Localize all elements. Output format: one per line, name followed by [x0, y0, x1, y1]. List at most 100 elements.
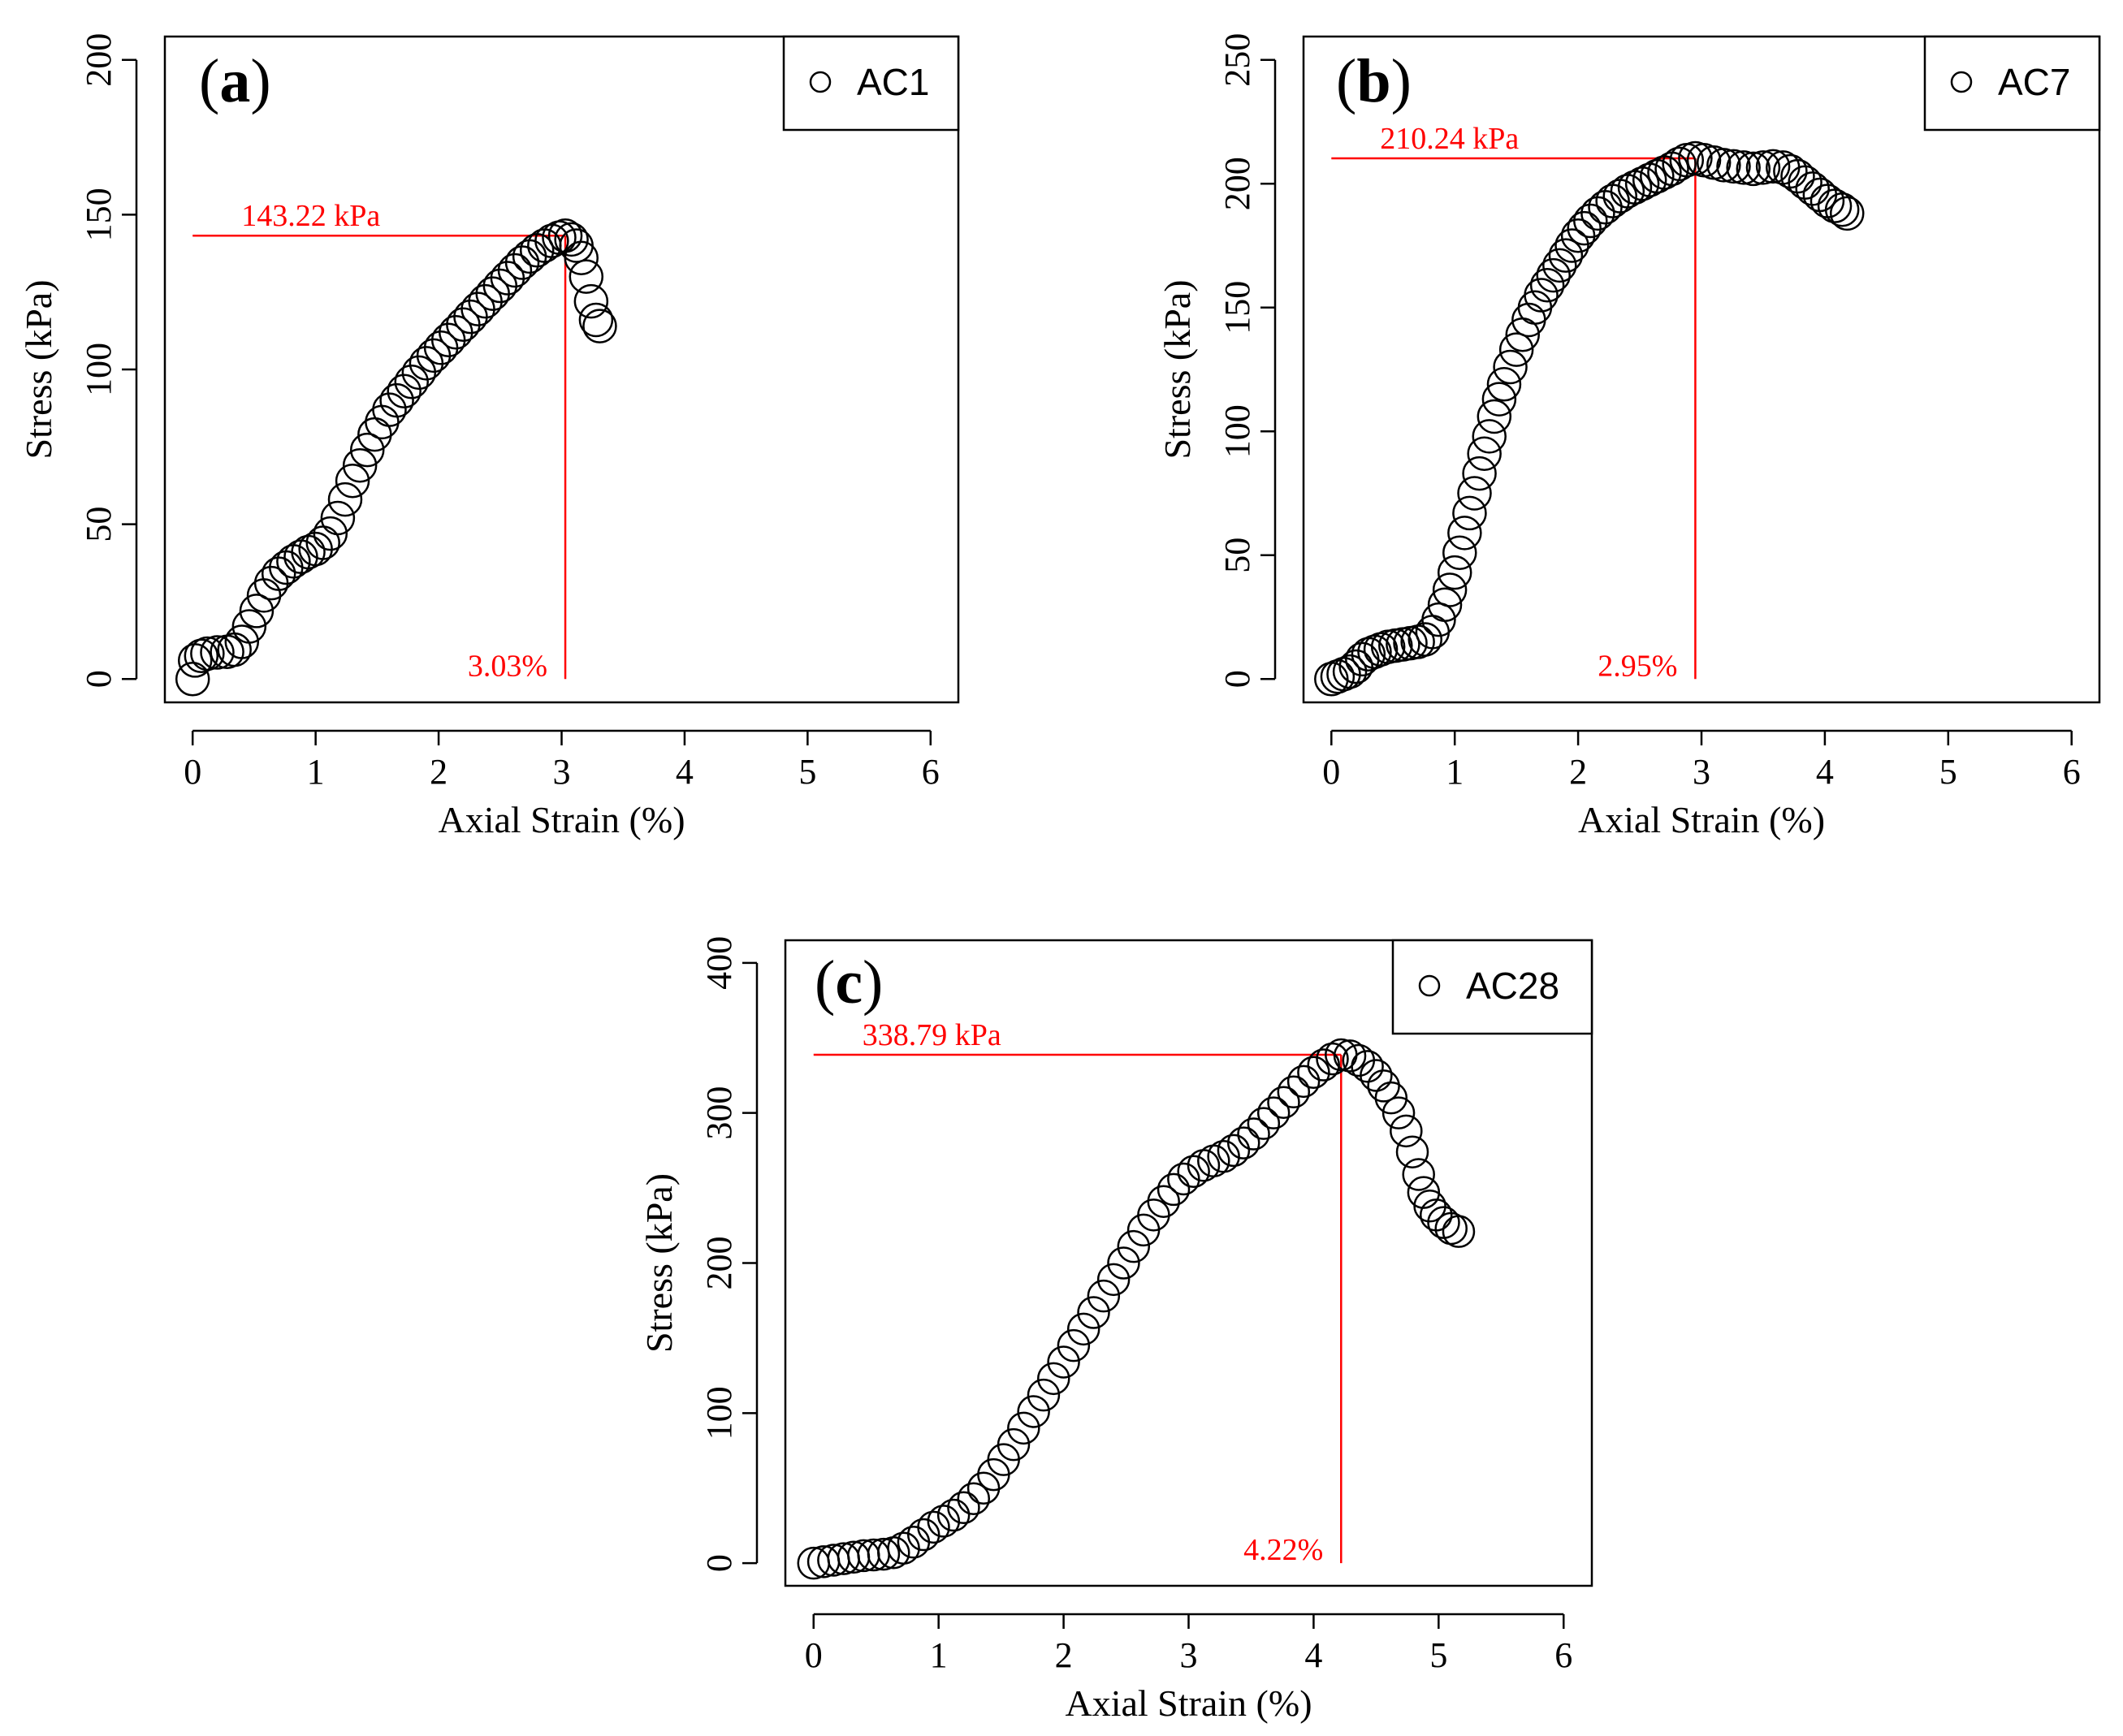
data-point [1817, 188, 1853, 223]
data-point [1395, 1135, 1429, 1168]
y-tick-label: 100 [1217, 404, 1257, 458]
data-point [1432, 572, 1468, 607]
data-point [305, 525, 340, 560]
data-point [573, 283, 609, 319]
legend-marker-icon [1950, 71, 1973, 93]
data-point [1226, 1126, 1260, 1159]
data-series-AC7 [1314, 140, 1865, 697]
legend-marker-icon [809, 71, 832, 93]
data-point [1332, 654, 1368, 689]
y-tick-label: 200 [1217, 157, 1257, 210]
data-point [394, 365, 429, 399]
data-point [365, 404, 400, 440]
data-point [512, 239, 547, 274]
data-series-AC28 [797, 1038, 1476, 1580]
data-point [1381, 1096, 1416, 1129]
data-point [190, 636, 225, 672]
data-point [1580, 196, 1615, 231]
x-tick-label: 5 [1939, 752, 1957, 792]
legend-marker-icon [1418, 974, 1441, 997]
data-point [231, 609, 267, 644]
plot-frame [1302, 35, 2101, 704]
data-point [1217, 1134, 1251, 1168]
y-tick-label: 150 [1217, 281, 1257, 335]
data-point [349, 432, 385, 468]
data-point [569, 259, 604, 294]
data-point [1726, 150, 1761, 185]
data-point [1402, 1158, 1435, 1191]
data-point [1256, 1096, 1291, 1129]
data-point [1357, 634, 1392, 669]
peak-strain-annotation: 3.03% [468, 649, 547, 683]
chart-panel-b: 0 1 2 3 4 5 6 0 50 100 150 200 250 Axial Strain (%) St… [1157, 33, 2101, 840]
y-axis-label: Stress (kPa) [18, 279, 59, 459]
data-point [927, 1505, 961, 1538]
data-point [1467, 436, 1502, 471]
x-tick-label: 0 [1322, 752, 1340, 792]
data-point [1802, 177, 1838, 213]
data-point [175, 662, 210, 697]
data-point [1442, 535, 1477, 570]
x-tick-label: 2 [1569, 752, 1587, 792]
data-point [578, 302, 614, 338]
data-point [327, 482, 363, 517]
data-point [582, 309, 617, 343]
x-tick-label: 6 [1554, 1635, 1572, 1675]
data-point [313, 516, 348, 551]
x-tick-label: 2 [430, 752, 448, 792]
y-tick-label: 50 [1217, 538, 1257, 573]
x-tick-label: 6 [2063, 752, 2081, 792]
data-point [1297, 1056, 1330, 1090]
data-point [1457, 476, 1492, 511]
x-tick-label: 1 [307, 752, 325, 792]
x-tick-label: 2 [1055, 1635, 1073, 1675]
panel-label: (b) [1336, 47, 1412, 115]
data-point [372, 392, 407, 427]
data-point [1427, 587, 1463, 623]
chart-panel-a: 0 1 2 3 4 5 6 0 50 100 150 200 Axial Strain (%) Stres… [18, 33, 960, 840]
data-point [887, 1531, 920, 1565]
y-tick-label: 250 [1217, 33, 1257, 87]
data-point [1351, 1050, 1384, 1083]
data-point [239, 594, 275, 628]
data-point [1390, 1114, 1423, 1148]
data-point [1157, 1172, 1191, 1207]
data-point [1493, 349, 1528, 385]
data-point [1573, 203, 1608, 239]
x-tick-label: 3 [1693, 752, 1710, 792]
y-tick-label: 300 [699, 1086, 739, 1140]
data-point [1167, 1162, 1200, 1196]
data-point [1442, 1215, 1476, 1248]
data-point [1413, 1190, 1446, 1223]
data-point [1360, 1059, 1393, 1092]
data-point [342, 447, 378, 483]
data-point [1477, 399, 1512, 434]
chart-panel-c: 0 1 2 3 4 5 6 0 100 200 300 400 Axial Strain (%) Stre… [638, 936, 1593, 1724]
data-point [379, 382, 414, 418]
data-point [1037, 1362, 1070, 1396]
data-point [1326, 656, 1361, 692]
data-point [1367, 1069, 1400, 1103]
y-tick-label: 200 [79, 33, 119, 87]
x-tick-label: 4 [676, 752, 694, 792]
x-tick-label: 4 [1304, 1635, 1322, 1675]
x-tick-label: 3 [1180, 1635, 1198, 1675]
data-point [1524, 278, 1559, 313]
y-tick-label: 0 [1217, 670, 1257, 688]
data-point [1307, 1048, 1340, 1082]
data-point [1486, 367, 1522, 402]
data-point [200, 635, 235, 670]
data-point [1386, 627, 1420, 662]
data-series-AC1 [175, 218, 617, 697]
legend-label: AC28 [1466, 965, 1559, 1007]
data-point [1560, 218, 1596, 253]
data-point [1788, 165, 1822, 200]
data-point [1277, 1075, 1311, 1109]
data-point [1745, 150, 1781, 185]
y-tick-label: 50 [79, 507, 119, 542]
data-point [1087, 1279, 1121, 1313]
data-point [335, 464, 370, 499]
peak-strain-annotation: 4.22% [1243, 1533, 1323, 1567]
data-point [1407, 622, 1442, 657]
y-tick-label: 0 [699, 1554, 739, 1572]
